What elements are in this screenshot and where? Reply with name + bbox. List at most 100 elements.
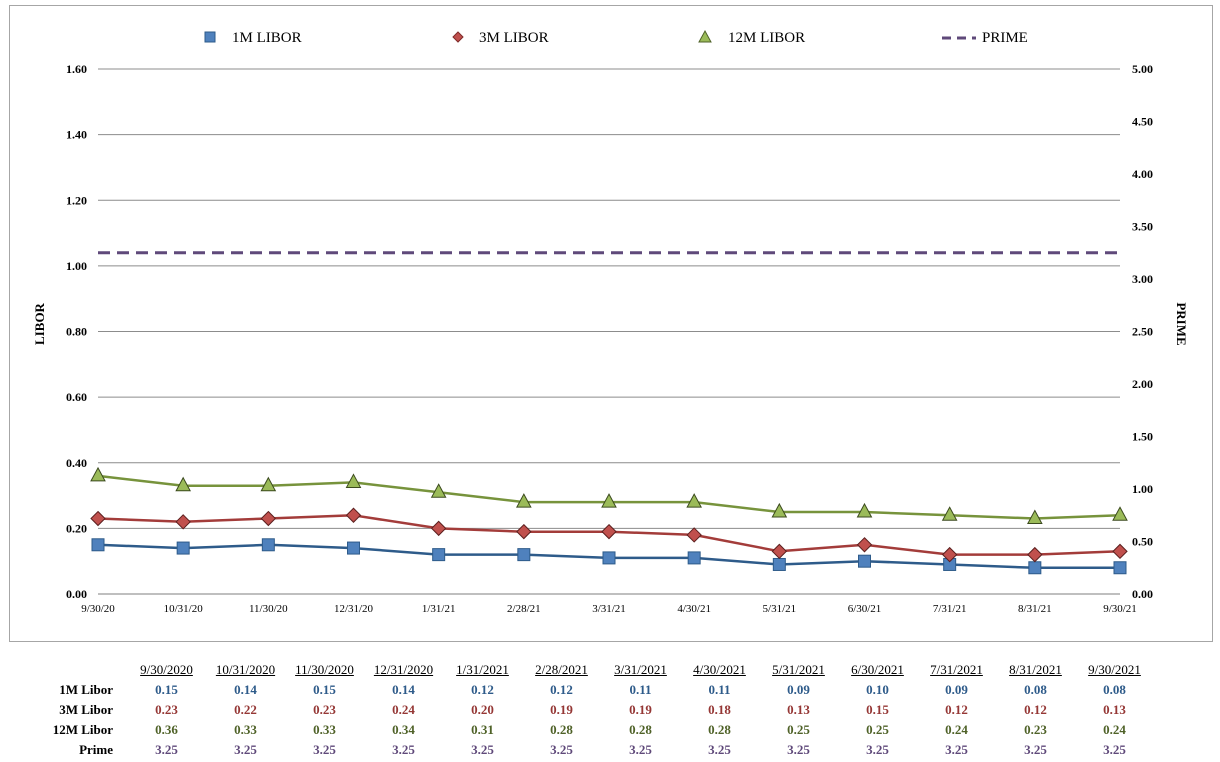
- table-cell: 0.28: [550, 722, 573, 737]
- point-1m: [687, 551, 701, 565]
- right-tick-label: 4.00: [1132, 167, 1153, 181]
- table-cell: 0.14: [392, 682, 415, 697]
- right-tick-label: 2.50: [1132, 325, 1153, 339]
- point-3m: [771, 543, 788, 560]
- table-cell: 0.34: [392, 722, 415, 737]
- table-cell: 3.25: [787, 742, 810, 757]
- table-cell: 0.12: [945, 702, 968, 717]
- right-axis-ticks: 0.00 0.50 1.00 1.50 2.00 2.50 3.00 3.50 4.00 4.50…: [1132, 62, 1153, 601]
- table-row: Prime 3.25 3.25 3.25 3.25 3.25 3.25 3.25 3.25 3.2…: [40, 740, 1154, 760]
- point-12m: [515, 493, 532, 508]
- table-cell: 0.14: [234, 682, 257, 697]
- table-header-cell: 5/31/2021: [772, 662, 825, 677]
- point-3m: [941, 546, 958, 563]
- left-tick-label: 1.60: [66, 62, 87, 76]
- table-cell: 0.12: [1024, 702, 1047, 717]
- point-1m: [602, 551, 616, 565]
- point-3m: [686, 527, 702, 543]
- point-3m: [260, 510, 277, 527]
- point-3m: [430, 520, 447, 537]
- left-tick-label: 0.80: [66, 325, 87, 339]
- table-cell: 0.08: [1024, 682, 1047, 697]
- right-tick-label: 1.00: [1132, 482, 1153, 496]
- right-tick-label: 0.50: [1132, 535, 1153, 549]
- left-tick-label: 0.20: [66, 521, 87, 535]
- table-cell: 0.33: [313, 722, 336, 737]
- x-tick-label: 5/31/21: [763, 603, 797, 615]
- summary-table: 9/30/2020 10/31/2020 11/30/2020 12/31/2020 1…: [40, 660, 1154, 760]
- x-tick-label: 1/31/21: [422, 603, 456, 615]
- point-12m: [601, 493, 617, 508]
- table-cell: 0.31: [471, 722, 494, 737]
- table-header-cell: 2/28/2021: [535, 662, 588, 677]
- series-lines: [97, 251, 1121, 570]
- left-tick-label: 0.40: [66, 456, 87, 470]
- point-12m: [1026, 509, 1043, 525]
- point-12m: [90, 466, 106, 482]
- table-cell: 0.23: [313, 702, 336, 717]
- point-12m: [1112, 506, 1128, 521]
- table-cell: 0.24: [945, 722, 968, 737]
- legend-3m-marker: [452, 31, 464, 43]
- table-header-cell: 10/31/2020: [215, 662, 276, 677]
- table-cell: 0.20: [471, 702, 494, 717]
- right-axis-title: PRIME: [1174, 302, 1189, 345]
- point-3m: [601, 523, 617, 540]
- table-cell: 0.09: [945, 682, 968, 697]
- table-cell: 0.09: [787, 682, 810, 697]
- x-axis-ticks: 9/30/20 10/31/20 11/30/20 12/31/20 1/31/21 2/…: [81, 603, 1137, 615]
- point-12m: [941, 506, 958, 521]
- point-1m: [261, 538, 275, 552]
- left-tick-label: 0.60: [66, 390, 87, 404]
- legend: 1M LIBOR 3M LIBOR 12M LIBOR PRIME: [204, 29, 1028, 46]
- table-cell: 3.25: [866, 742, 889, 757]
- table-cell: 3.25: [708, 742, 731, 757]
- left-tick-label: 1.20: [66, 193, 87, 207]
- point-3m: [516, 523, 532, 540]
- point-12m: [856, 502, 873, 518]
- legend-1m-label: 1M LIBOR: [232, 30, 302, 46]
- table-cell: 0.10: [866, 682, 889, 697]
- table-cell: 0.25: [787, 722, 810, 737]
- point-3m: [856, 537, 873, 553]
- point-12m: [345, 473, 362, 488]
- chart-frame: 1M LIBOR 3M LIBOR 12M LIBOR PRIME LIBOR …: [9, 5, 1213, 642]
- table-cell: 0.36: [155, 722, 178, 737]
- x-tick-label: 4/30/21: [677, 603, 711, 615]
- right-tick-label: 5.00: [1132, 62, 1153, 76]
- point-1m: [432, 548, 446, 562]
- table-header-cell: 11/30/2020: [295, 662, 354, 677]
- table-cell: 0.28: [629, 722, 652, 737]
- point-3m: [175, 514, 191, 530]
- table-header-cell: 1/31/2021: [456, 662, 509, 677]
- left-axis-ticks: 0.00 0.20 0.40 0.60 0.80 1.00 1.20 1.40 1.60: [66, 62, 87, 601]
- right-tick-label: 0.00: [1132, 587, 1153, 601]
- table-cell: 0.15: [866, 702, 889, 717]
- x-tick-label: 3/31/21: [592, 603, 626, 615]
- point-1m: [91, 538, 105, 552]
- point-1m: [1028, 561, 1042, 575]
- table-cell: 3.25: [945, 742, 968, 757]
- table-cell: 0.19: [629, 702, 652, 717]
- legend-3m-label: 3M LIBOR: [479, 30, 549, 46]
- libor-prime-chart: 1M LIBOR 3M LIBOR 12M LIBOR PRIME LIBOR …: [32, 29, 1189, 615]
- point-3m: [1112, 543, 1128, 560]
- table-header-row: 9/30/2020 10/31/2020 11/30/2020 12/31/2020 1…: [40, 660, 1154, 680]
- table-row-label: Prime: [79, 742, 113, 757]
- table-cell: 0.11: [708, 682, 731, 697]
- table-cell: 3.25: [1024, 742, 1047, 757]
- table-cell: 0.15: [313, 682, 336, 697]
- point-1m: [517, 548, 531, 562]
- point-12m: [771, 502, 788, 518]
- table-cell: 0.33: [234, 722, 257, 737]
- legend-prime-label: PRIME: [982, 30, 1028, 46]
- table-cell: 3.25: [629, 742, 652, 757]
- x-tick-label: 6/30/21: [848, 603, 882, 615]
- x-tick-label: 9/30/20: [81, 603, 115, 615]
- table-row-label: 1M Libor: [59, 682, 113, 697]
- table-cell: 3.25: [313, 742, 336, 757]
- point-12m: [686, 493, 703, 508]
- x-tick-label: 11/30/20: [249, 603, 288, 615]
- point-12m: [430, 483, 447, 498]
- right-tick-label: 2.00: [1132, 377, 1153, 391]
